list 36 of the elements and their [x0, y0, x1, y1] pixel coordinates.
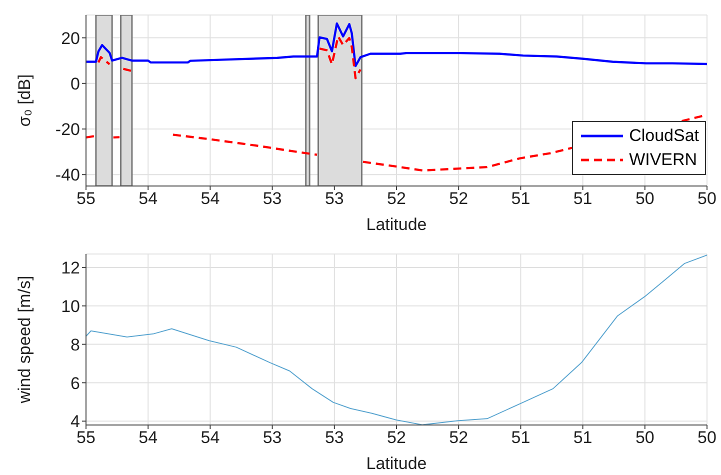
x-tick-label: 53 [324, 428, 344, 448]
x-tick-label: 52 [387, 428, 406, 448]
y-tick-label: 8 [70, 335, 80, 354]
y-axis-title: σ₀ [dB] [15, 74, 34, 127]
x-tick-label: 50 [698, 428, 716, 448]
x-tick-label: 55 [76, 189, 96, 208]
x-tick-label: 50 [635, 428, 654, 448]
x-tick-label: 52 [449, 428, 468, 448]
x-axis-title: Latitude [366, 454, 427, 473]
x-tick-label: 54 [138, 189, 158, 208]
x-tick-label: 52 [387, 189, 406, 208]
x-tick-label: 53 [324, 189, 344, 208]
x-tick-label: 54 [200, 428, 220, 448]
y-axis-title: wind speed [m/s] [15, 276, 34, 404]
x-tick-label: 50 [698, 189, 716, 208]
x-tick-label: 51 [511, 189, 530, 208]
x-tick-label: 53 [262, 428, 282, 448]
x-tick-label: 51 [573, 428, 592, 448]
x-axis-title: Latitude [366, 215, 427, 234]
y-tick-label: 12 [61, 258, 80, 278]
x-tick-label: 53 [262, 189, 282, 208]
y-tick-label: 0 [70, 74, 80, 94]
y-tick-label: -20 [55, 120, 80, 140]
legend-label: WIVERN [629, 150, 698, 170]
x-tick-label: 54 [200, 189, 220, 208]
y-tick-label: -40 [55, 166, 80, 185]
y-tick-label: 6 [70, 374, 80, 393]
line-series [86, 22, 707, 68]
legend-label: CloudSat [629, 126, 699, 146]
x-tick-label: 51 [511, 428, 530, 448]
y-tick-label: 10 [61, 296, 80, 316]
x-tick-label: 51 [573, 189, 592, 208]
x-tick-label: 50 [635, 189, 654, 208]
x-tick-label: 54 [138, 428, 158, 448]
y-tick-label: 20 [61, 28, 80, 48]
x-tick-label: 52 [449, 189, 468, 208]
